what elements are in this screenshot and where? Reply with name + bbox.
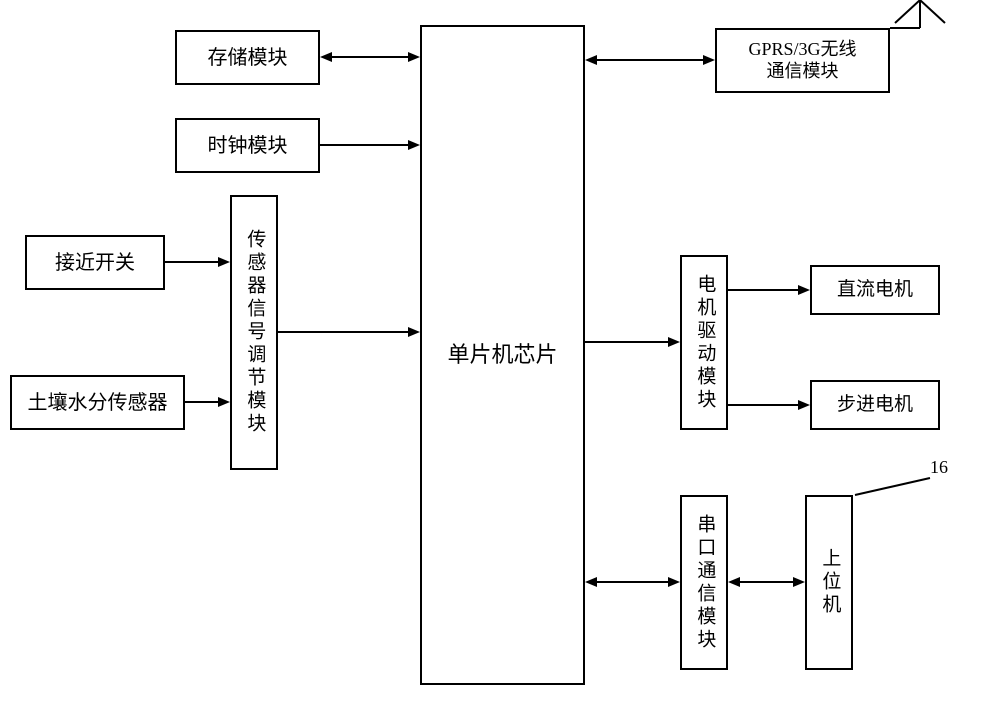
node-motor-driver-module: 电机驱动模块 bbox=[680, 255, 728, 430]
node-signal-conditioning-module: 传感器信号调节模块 bbox=[230, 195, 278, 470]
node-soil-moisture-sensor: 土壤水分传感器 bbox=[10, 375, 185, 430]
node-stepper-motor: 步进电机 bbox=[810, 380, 940, 430]
node-dc-motor: 直流电机 bbox=[810, 265, 940, 315]
node-storage-module: 存储模块 bbox=[175, 30, 320, 85]
node-stepper-motor-label: 步进电机 bbox=[837, 394, 913, 417]
node-signal-conditioning-module-label: 传感器信号调节模块 bbox=[243, 229, 266, 436]
ref-number-16: 16 bbox=[930, 457, 948, 478]
node-soil-moisture-sensor-label: 土壤水分传感器 bbox=[28, 391, 168, 415]
node-serial-comm-module-label: 串口通信模块 bbox=[693, 514, 716, 652]
node-clock-module-label: 时钟模块 bbox=[208, 134, 288, 158]
node-serial-comm-module: 串口通信模块 bbox=[680, 495, 728, 670]
node-mcu-chip: 单片机芯片 bbox=[420, 25, 585, 685]
node-clock-module: 时钟模块 bbox=[175, 118, 320, 173]
node-gprs-3g-module-label: GPRS/3G无线通信模块 bbox=[748, 39, 856, 82]
node-dc-motor-label: 直流电机 bbox=[837, 279, 913, 302]
node-motor-driver-module-label: 电机驱动模块 bbox=[693, 274, 716, 412]
node-mcu-chip-label: 单片机芯片 bbox=[447, 342, 557, 368]
node-host-computer-label: 上位机 bbox=[818, 548, 841, 617]
node-proximity-switch: 接近开关 bbox=[25, 235, 165, 290]
node-host-computer: 上位机 bbox=[805, 495, 853, 670]
node-proximity-switch-label: 接近开关 bbox=[55, 251, 135, 275]
node-storage-module-label: 存储模块 bbox=[208, 46, 288, 70]
diagram-canvas: 存储模块 时钟模块 接近开关 土壤水分传感器 传感器信号调节模块 单片机芯片 G… bbox=[0, 0, 1000, 713]
node-gprs-3g-module: GPRS/3G无线通信模块 bbox=[715, 28, 890, 93]
